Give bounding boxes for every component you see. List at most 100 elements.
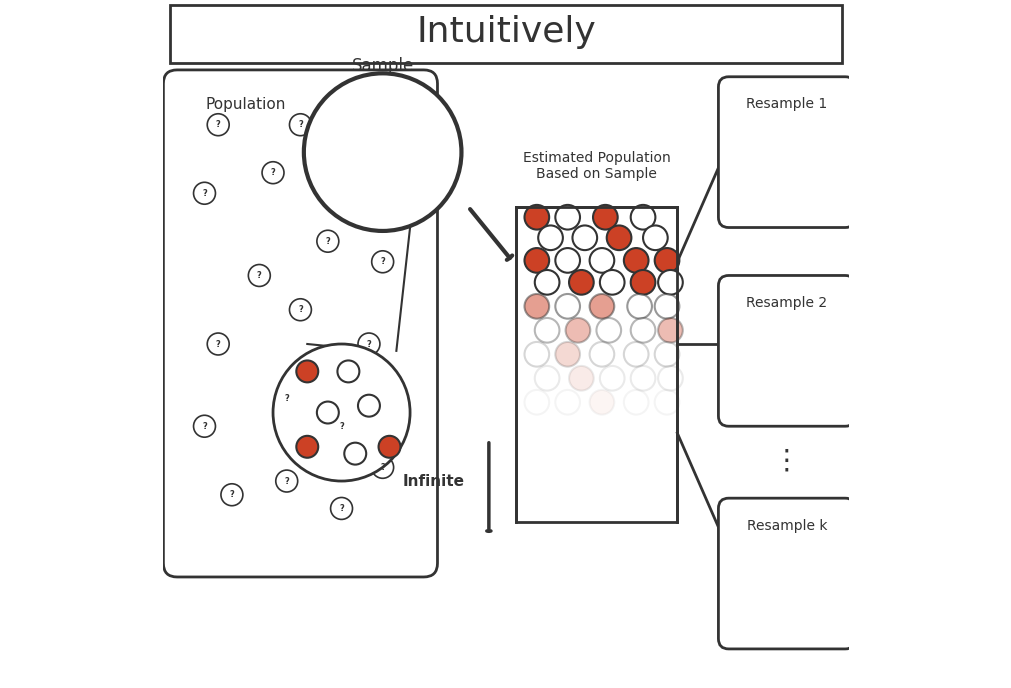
Circle shape [654,294,678,319]
Circle shape [363,140,388,164]
Circle shape [738,351,759,372]
Circle shape [303,74,461,231]
Circle shape [654,248,678,272]
FancyBboxPatch shape [170,5,841,63]
Circle shape [657,270,682,294]
Circle shape [248,264,270,286]
Circle shape [772,197,793,217]
Circle shape [371,456,393,478]
Text: ?: ? [215,339,220,349]
Text: Resample k: Resample k [746,519,826,533]
Circle shape [534,270,559,294]
Circle shape [657,318,682,343]
Circle shape [344,182,366,204]
Circle shape [331,416,352,437]
Circle shape [555,294,579,319]
Circle shape [623,342,648,367]
Circle shape [316,230,339,252]
Text: Estimated Population
Based on Sample: Estimated Population Based on Sample [522,151,669,181]
Circle shape [275,388,297,410]
Circle shape [207,333,228,355]
Circle shape [378,436,400,458]
Circle shape [630,270,655,294]
Text: ?: ? [229,491,235,499]
Circle shape [534,366,559,391]
Text: ?: ? [202,189,206,197]
Circle shape [273,344,409,481]
Circle shape [589,294,614,319]
Circle shape [630,318,655,343]
Circle shape [411,174,436,199]
Circle shape [772,529,793,550]
Circle shape [524,294,549,319]
Circle shape [738,155,759,176]
Circle shape [555,248,579,272]
Circle shape [769,351,790,372]
Circle shape [755,611,775,632]
Circle shape [344,442,366,464]
Circle shape [331,497,352,519]
Circle shape [600,366,624,391]
FancyBboxPatch shape [718,275,854,427]
Circle shape [336,174,360,199]
Text: Infinite: Infinite [402,473,464,488]
Circle shape [800,114,820,135]
Text: ?: ? [366,134,371,143]
Text: Sample: Sample [351,58,413,76]
Circle shape [336,98,360,123]
Circle shape [555,205,579,230]
Circle shape [555,390,579,415]
Circle shape [289,299,311,321]
Circle shape [607,226,631,250]
Circle shape [358,127,379,149]
Circle shape [383,181,408,206]
Circle shape [592,205,617,230]
Circle shape [418,133,443,158]
Circle shape [524,205,549,230]
Circle shape [262,162,284,184]
Circle shape [358,333,379,355]
Circle shape [296,361,317,383]
Circle shape [524,248,549,272]
Circle shape [589,342,614,367]
Circle shape [595,318,621,343]
Text: ⋮: ⋮ [772,447,800,475]
Text: ?: ? [284,477,289,486]
Circle shape [627,294,651,319]
Text: ?: ? [380,257,384,266]
Text: ?: ? [366,339,371,349]
Circle shape [565,318,589,343]
Circle shape [623,390,648,415]
Circle shape [738,114,759,135]
Circle shape [589,248,614,272]
Circle shape [802,529,822,550]
Circle shape [630,366,655,391]
Circle shape [568,270,593,294]
Circle shape [390,98,416,123]
Text: ?: ? [339,504,344,513]
Circle shape [772,310,793,330]
Circle shape [769,570,790,591]
Text: ?: ? [215,120,220,129]
Text: ?: ? [298,305,302,314]
Circle shape [524,342,549,367]
Circle shape [742,529,762,550]
Circle shape [207,114,228,136]
FancyBboxPatch shape [718,77,854,228]
Circle shape [630,205,655,230]
Text: ?: ? [339,422,344,431]
Circle shape [289,114,311,136]
Text: Intuitively: Intuitively [416,15,595,50]
Text: ?: ? [353,189,357,197]
Circle shape [800,570,820,591]
FancyBboxPatch shape [163,70,437,577]
Circle shape [600,270,624,294]
Text: Resample 1: Resample 1 [745,97,827,111]
Circle shape [742,310,762,330]
Text: ?: ? [257,271,262,280]
Circle shape [193,182,215,204]
Text: ?: ? [298,120,302,129]
Circle shape [755,392,775,413]
Circle shape [538,226,562,250]
Text: ?: ? [326,237,330,246]
